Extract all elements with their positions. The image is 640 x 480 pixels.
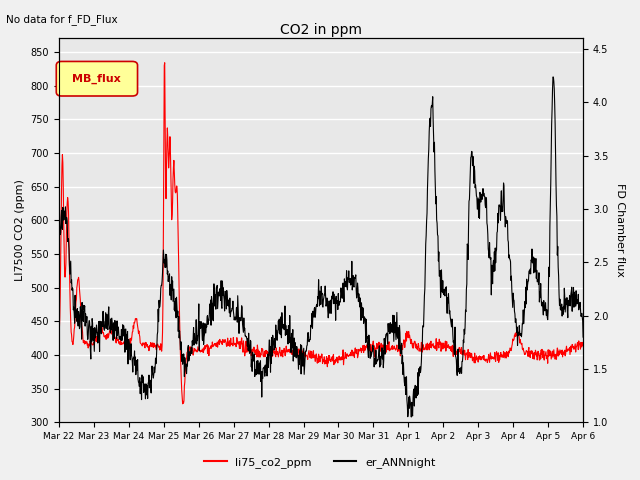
- Title: CO2 in ppm: CO2 in ppm: [280, 23, 362, 37]
- Y-axis label: LI7500 CO2 (ppm): LI7500 CO2 (ppm): [15, 180, 25, 281]
- Y-axis label: FD Chamber flux: FD Chamber flux: [615, 183, 625, 277]
- FancyBboxPatch shape: [56, 61, 138, 96]
- Text: No data for f_FD_Flux: No data for f_FD_Flux: [6, 14, 118, 25]
- Legend: li75_co2_ppm, er_ANNnight: li75_co2_ppm, er_ANNnight: [200, 452, 440, 472]
- Text: MB_flux: MB_flux: [72, 73, 121, 84]
